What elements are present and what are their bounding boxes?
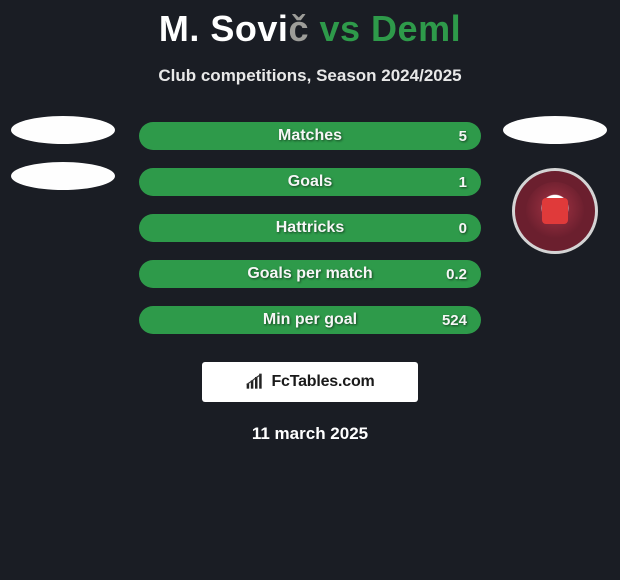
page-title: M. Sovič vs Deml — [0, 8, 620, 50]
stat-value: 5 — [459, 128, 467, 145]
player1-name: M. Sovi — [159, 8, 289, 49]
stat-bar-min-per-goal: Min per goal 524 — [139, 306, 481, 334]
stat-bar-hattricks: Hattricks 0 — [139, 214, 481, 242]
stat-bars: Matches 5 Goals 1 Hattricks 0 Goals per … — [139, 122, 481, 334]
player1-photo-placeholder — [11, 162, 115, 190]
player2-photo-placeholder — [503, 116, 607, 144]
stat-bar-goals: Goals 1 — [139, 168, 481, 196]
stat-label: Hattricks — [276, 219, 344, 237]
date-label: 11 march 2025 — [0, 424, 620, 444]
left-player-column — [8, 116, 118, 190]
club-badge-inner — [526, 182, 584, 240]
stat-label: Matches — [278, 127, 342, 145]
player2-name: Deml — [371, 8, 461, 49]
player1-suffix: č — [288, 8, 309, 49]
stat-bar-goals-per-match: Goals per match 0.2 — [139, 260, 481, 288]
stats-area: Matches 5 Goals 1 Hattricks 0 Goals per … — [0, 122, 620, 444]
stat-bar-matches: Matches 5 — [139, 122, 481, 150]
stat-value: 524 — [442, 312, 467, 329]
stat-label: Goals per match — [247, 265, 372, 283]
subtitle: Club competitions, Season 2024/2025 — [0, 66, 620, 86]
vs-label: vs — [319, 8, 360, 49]
zeleziarne-podbrezova-badge — [512, 168, 598, 254]
stat-value: 0 — [459, 220, 467, 237]
stat-label: Min per goal — [263, 311, 357, 329]
stat-value: 1 — [459, 174, 467, 191]
comparison-card: M. Sovič vs Deml Club competitions, Seas… — [0, 0, 620, 444]
stat-value: 0.2 — [446, 266, 467, 283]
right-player-column — [500, 116, 610, 254]
player1-badge-placeholder — [11, 116, 115, 144]
bar-chart-icon — [245, 373, 265, 391]
stat-label: Goals — [288, 173, 332, 191]
brand-badge[interactable]: FcTables.com — [202, 362, 418, 402]
brand-name: FcTables.com — [271, 373, 374, 391]
